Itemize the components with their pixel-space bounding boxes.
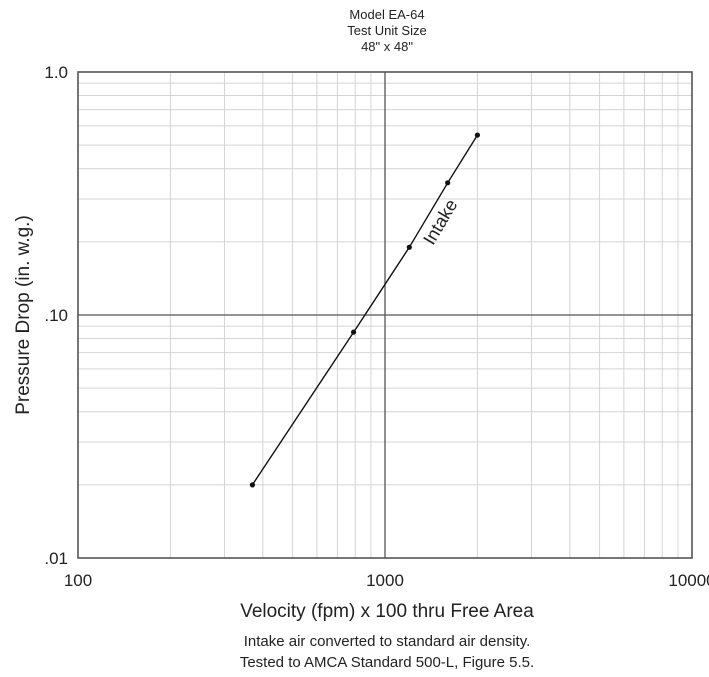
major-gridlines bbox=[78, 72, 692, 558]
y-tick-label: .10 bbox=[44, 306, 68, 325]
data-point bbox=[445, 180, 451, 186]
title-line-model: Model EA-64 bbox=[349, 7, 424, 22]
x-tick-label: 1000 bbox=[366, 571, 404, 590]
y-tick-label: 1.0 bbox=[44, 63, 68, 82]
data-point bbox=[406, 244, 412, 250]
series-layer: Intake bbox=[249, 132, 481, 488]
y-tick-label: .01 bbox=[44, 549, 68, 568]
footnote: Intake air converted to standard air den… bbox=[240, 633, 534, 671]
footnote-line-1: Intake air converted to standard air den… bbox=[244, 633, 531, 650]
data-point bbox=[249, 482, 256, 488]
data-point bbox=[474, 132, 481, 138]
x-tick-label: 10000 bbox=[668, 571, 709, 590]
footnote-line-2: Tested to AMCA Standard 500-L, Figure 5.… bbox=[240, 654, 534, 671]
y-axis-label: Pressure Drop (in. w.g.) bbox=[13, 215, 34, 415]
x-axis-ticks: 100 1000 10000 bbox=[64, 571, 709, 590]
title-line-unit-size: Test Unit Size bbox=[347, 23, 426, 38]
title-line-dimensions: 48" x 48" bbox=[361, 39, 413, 54]
x-axis-label: Velocity (fpm) x 100 thru Free Area bbox=[240, 601, 534, 622]
data-point bbox=[350, 329, 357, 335]
y-axis-ticks: .01 .10 1.0 bbox=[44, 63, 68, 568]
series-label-intake: Intake bbox=[419, 196, 461, 248]
series-line-intake bbox=[251, 134, 478, 486]
x-tick-label: 100 bbox=[64, 571, 92, 590]
chart-title: Model EA-64 Test Unit Size 48" x 48" bbox=[347, 7, 426, 54]
plot-frame bbox=[77, 71, 693, 559]
